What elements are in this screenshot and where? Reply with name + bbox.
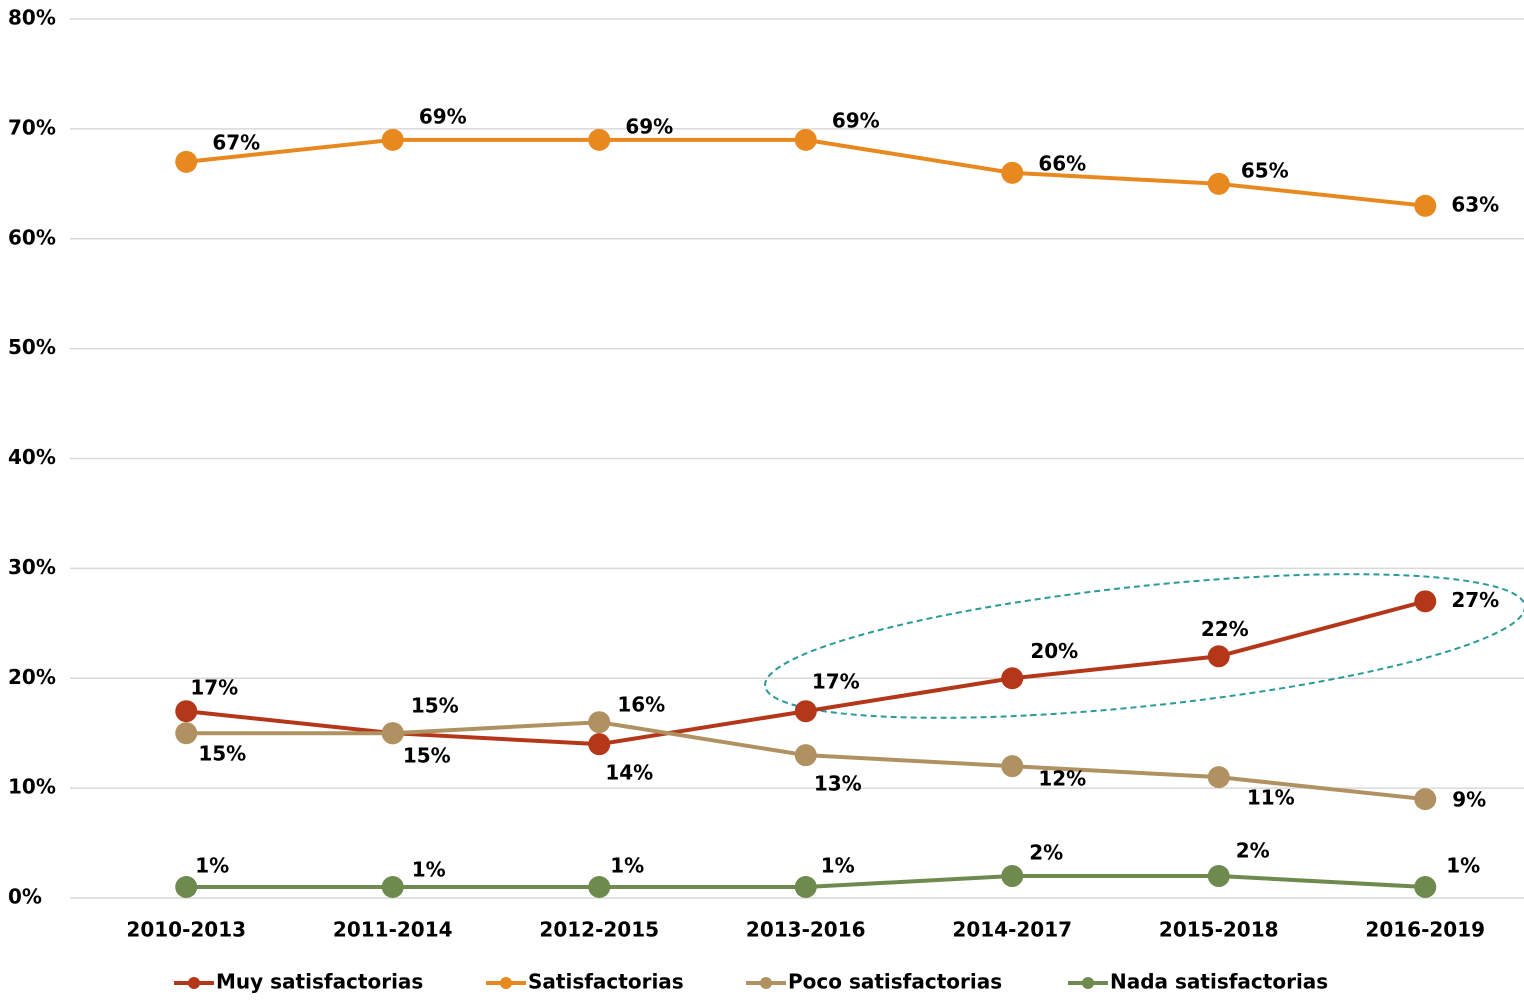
data-label: 12% (1038, 767, 1086, 791)
data-point (794, 876, 817, 899)
data-label: 27% (1451, 588, 1499, 612)
data-label: 15% (403, 744, 451, 768)
data-label: 69% (419, 104, 467, 128)
data-point (175, 722, 198, 745)
legend-marker (760, 977, 772, 989)
data-point (1207, 865, 1230, 888)
data-label: 1% (821, 854, 855, 878)
x-tick-label: 2012-2015 (539, 918, 659, 942)
data-point (1414, 876, 1437, 899)
data-label: 1% (195, 854, 229, 878)
data-point (175, 150, 198, 173)
data-point (1414, 788, 1437, 811)
y-tick-label: 50% (8, 335, 56, 359)
data-label: 17% (190, 676, 238, 700)
data-point (1001, 161, 1024, 184)
data-point (381, 876, 404, 899)
data-label: 15% (411, 694, 459, 718)
data-point (588, 876, 611, 899)
legend-marker (500, 977, 512, 989)
y-tick-label: 20% (8, 665, 56, 689)
data-label: 2% (1029, 841, 1063, 865)
y-tick-label: 40% (8, 445, 56, 469)
x-tick-label: 2016-2019 (1365, 918, 1485, 942)
data-point (1414, 590, 1437, 613)
x-tick-label: 2015-2018 (1159, 918, 1279, 942)
data-label: 13% (814, 772, 862, 796)
data-point (175, 700, 198, 723)
data-point (1414, 194, 1437, 217)
legend-label: Poco satisfactorias (788, 970, 1002, 994)
legend-marker (188, 977, 200, 989)
data-label: 66% (1038, 151, 1086, 175)
data-label: 16% (617, 693, 665, 717)
data-label: 15% (198, 742, 246, 766)
y-tick-label: 70% (8, 115, 56, 139)
legend-label: Satisfactorias (528, 970, 684, 994)
legend-marker (1082, 977, 1094, 989)
data-point (381, 722, 404, 745)
y-tick-label: 30% (8, 555, 56, 579)
data-label: 1% (610, 854, 644, 878)
x-tick-label: 2013-2016 (746, 918, 866, 942)
data-point (1207, 645, 1230, 668)
legend-label: Nada satisfactorias (1110, 970, 1328, 994)
data-label: 67% (212, 130, 260, 154)
data-label: 14% (605, 761, 653, 785)
data-point (588, 711, 611, 734)
data-point (381, 128, 404, 151)
data-point (175, 876, 198, 899)
data-point (794, 700, 817, 723)
y-tick-label: 60% (8, 225, 56, 249)
data-point (588, 733, 611, 756)
data-label: 1% (412, 858, 446, 882)
data-label: 69% (832, 108, 880, 132)
y-tick-label: 80% (8, 6, 56, 30)
data-label: 17% (812, 670, 860, 694)
data-point (1001, 667, 1024, 690)
highlight-ellipse (764, 573, 1524, 719)
data-point (1001, 755, 1024, 778)
grid (70, 18, 1524, 899)
data-point (794, 744, 817, 767)
data-label: 11% (1247, 786, 1295, 810)
y-tick-label: 10% (8, 775, 56, 799)
data-label: 2% (1236, 839, 1270, 863)
legend-label: Muy satisfactorias (216, 970, 423, 994)
y-tick-label: 0% (8, 885, 42, 909)
x-tick-label: 2011-2014 (333, 918, 453, 942)
data-label: 22% (1201, 617, 1249, 641)
data-point (588, 128, 611, 151)
data-label: 63% (1451, 192, 1499, 216)
data-label: 1% (1446, 854, 1480, 878)
data-point (1001, 865, 1024, 888)
data-point (1207, 766, 1230, 789)
data-label: 69% (625, 114, 673, 138)
x-tick-label: 2010-2013 (126, 918, 246, 942)
x-tick-label: 2014-2017 (952, 918, 1072, 942)
data-label: 20% (1030, 639, 1078, 663)
data-point (794, 128, 817, 151)
data-label: 65% (1241, 158, 1289, 182)
data-label: 9% (1452, 788, 1486, 812)
data-point (1207, 172, 1230, 195)
